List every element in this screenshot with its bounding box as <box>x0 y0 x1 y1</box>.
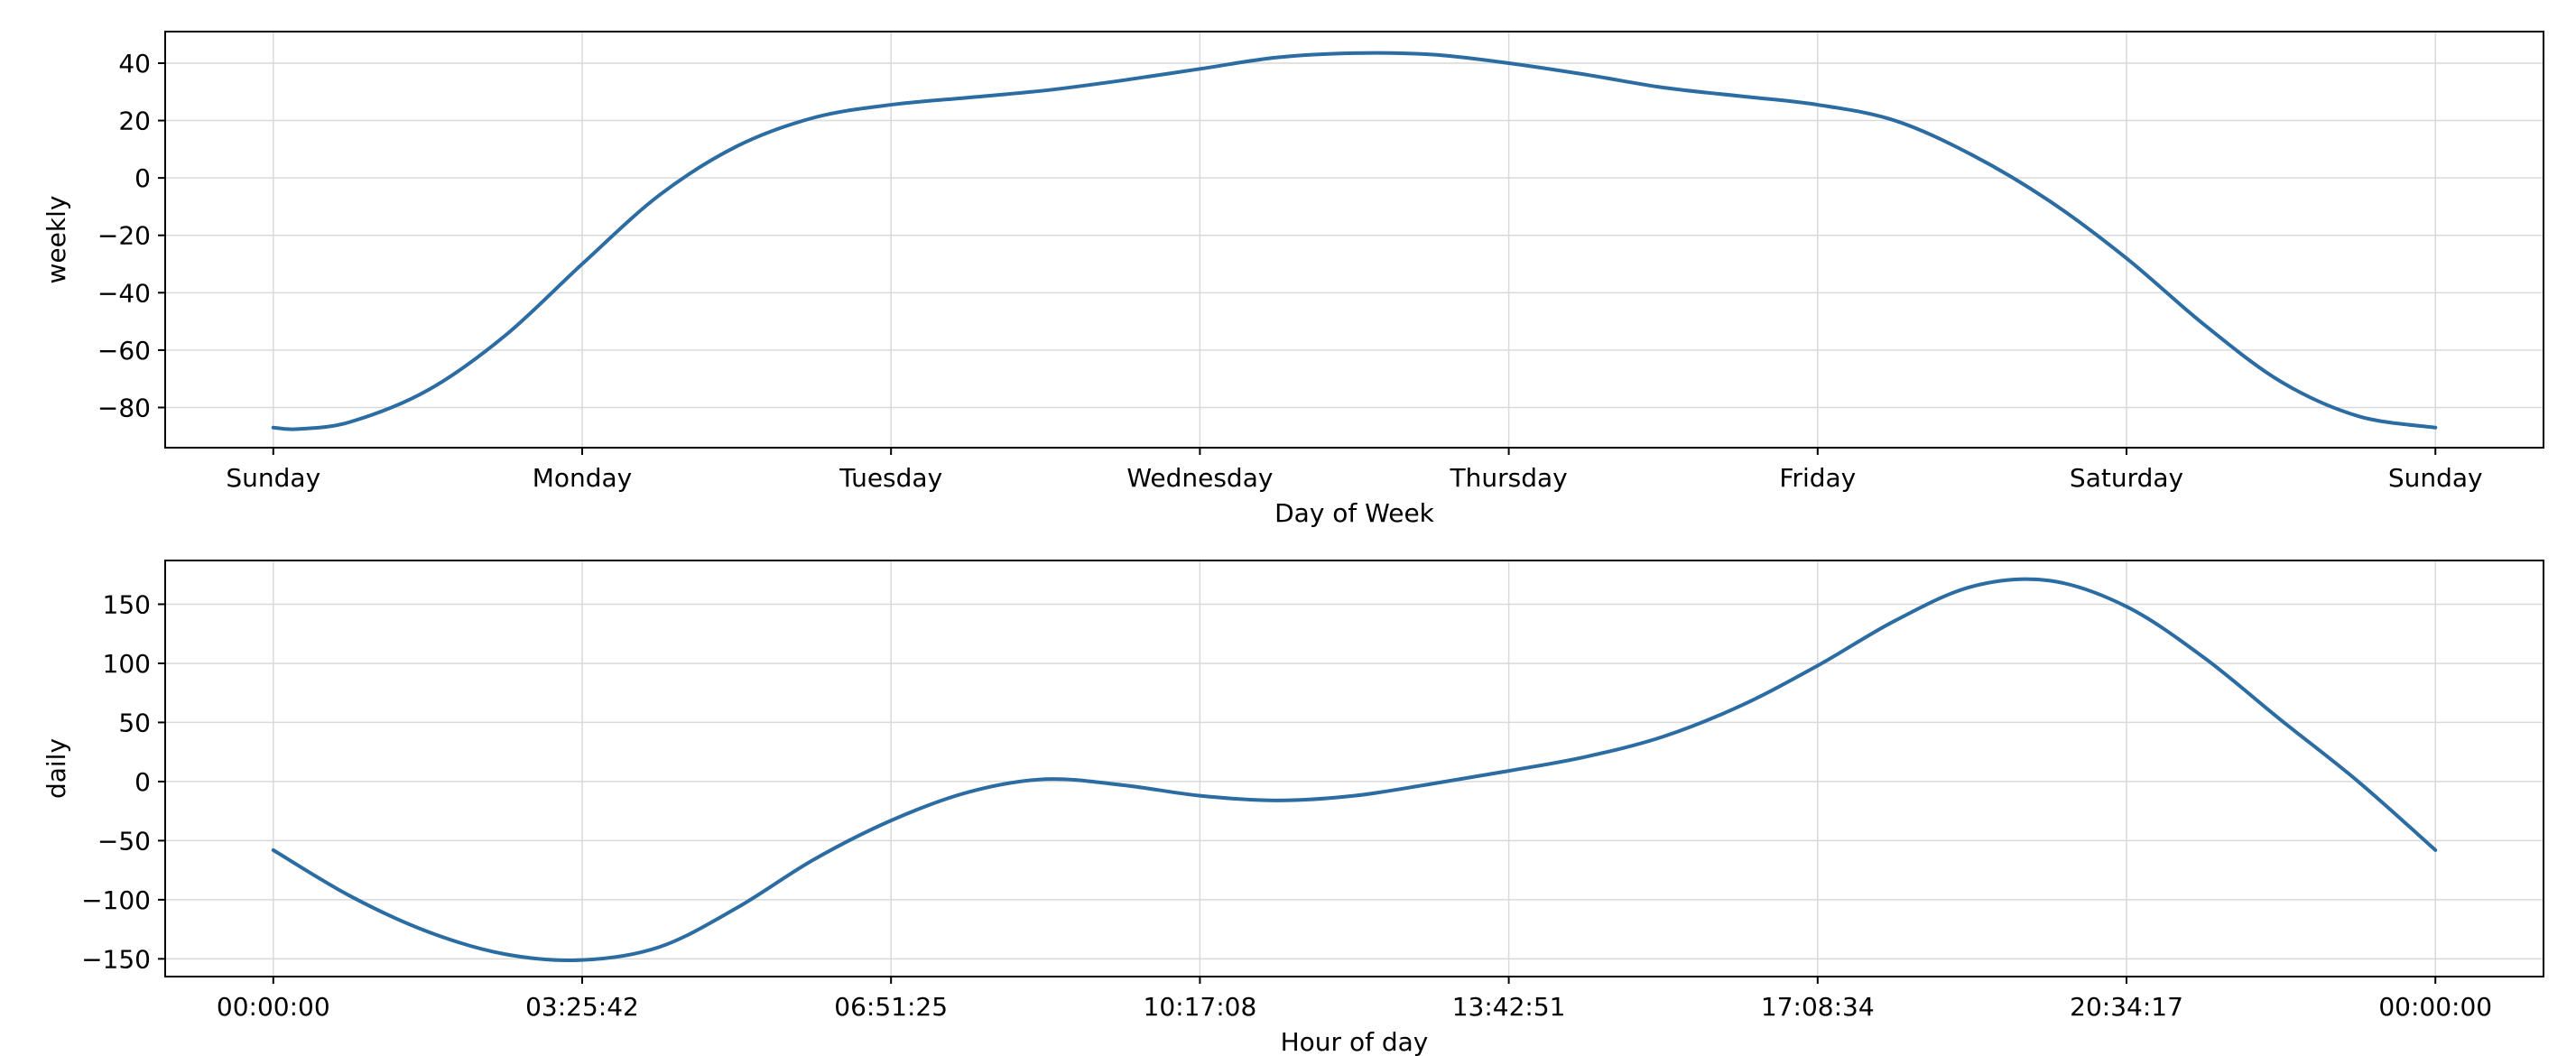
weekly-x-tick-label: Tuesday <box>839 463 942 493</box>
weekly-y-tick-label: −40 <box>97 278 151 308</box>
daily-y-tick-label: 50 <box>118 708 151 737</box>
weekly-x-tick-label: Monday <box>533 463 633 493</box>
weekly-y-tick-label: 40 <box>118 49 151 79</box>
weekly-x-tick-label: Friday <box>1779 463 1856 493</box>
weekly-x-tick-label: Saturday <box>2070 463 2183 493</box>
daily-y-tick-label: 100 <box>103 649 151 679</box>
weekly-y-tick-label: 0 <box>134 163 151 193</box>
daily-y-tick-label: 150 <box>103 589 151 619</box>
daily-y-axis-label: daily <box>42 738 71 799</box>
weekly-x-tick-label: Sunday <box>2388 463 2483 493</box>
daily-y-tick-label: −150 <box>81 944 151 974</box>
daily-y-tick-label: 0 <box>134 767 151 797</box>
weekly-panel: Sunday Monday Tuesday Wednesday Thursday Frid… <box>42 31 2544 528</box>
weekly-y-tick-label: 20 <box>118 107 151 136</box>
daily-x-tick-label: 06:51:25 <box>834 992 948 1022</box>
weekly-series-line <box>271 51 2438 431</box>
daily-x-tick-label: 10:17:08 <box>1144 992 1257 1022</box>
daily-x-tick-label: 17:08:34 <box>1761 992 1875 1022</box>
daily-x-tick-label: 13:42:51 <box>1452 992 1566 1022</box>
weekly-x-tick-label: Sunday <box>226 463 320 493</box>
weekly-y-tick-label: −20 <box>97 221 151 251</box>
daily-x-tick-label: 03:25:42 <box>525 992 639 1022</box>
daily-x-tick-label: 20:34:17 <box>2070 992 2183 1022</box>
weekly-y-axis-label: weekly <box>42 196 71 284</box>
daily-y-tick-label: −50 <box>97 826 151 856</box>
daily-x-tick-label: 00:00:00 <box>2378 992 2492 1022</box>
weekly-y-tick-label: −60 <box>97 336 151 366</box>
daily-series-line <box>271 577 2438 962</box>
daily-x-axis-label: Hour of day <box>1281 1027 1429 1056</box>
daily-x-tick-label: 00:00:00 <box>217 992 330 1022</box>
weekly-x-tick-label: Wednesday <box>1126 463 1273 493</box>
weekly-x-tick-label: Thursday <box>1450 463 1568 493</box>
daily-y-tick-label: −100 <box>81 885 151 915</box>
daily-panel: 00:00:00 03:25:42 06:51:25 10:17:08 13:42:51… <box>42 560 2544 1056</box>
daily-plot-frame <box>164 560 2544 977</box>
weekly-y-tick-label: −80 <box>97 393 151 422</box>
weekly-x-axis-label: Day of Week <box>1274 498 1435 528</box>
weekly-plot-frame <box>164 31 2544 449</box>
